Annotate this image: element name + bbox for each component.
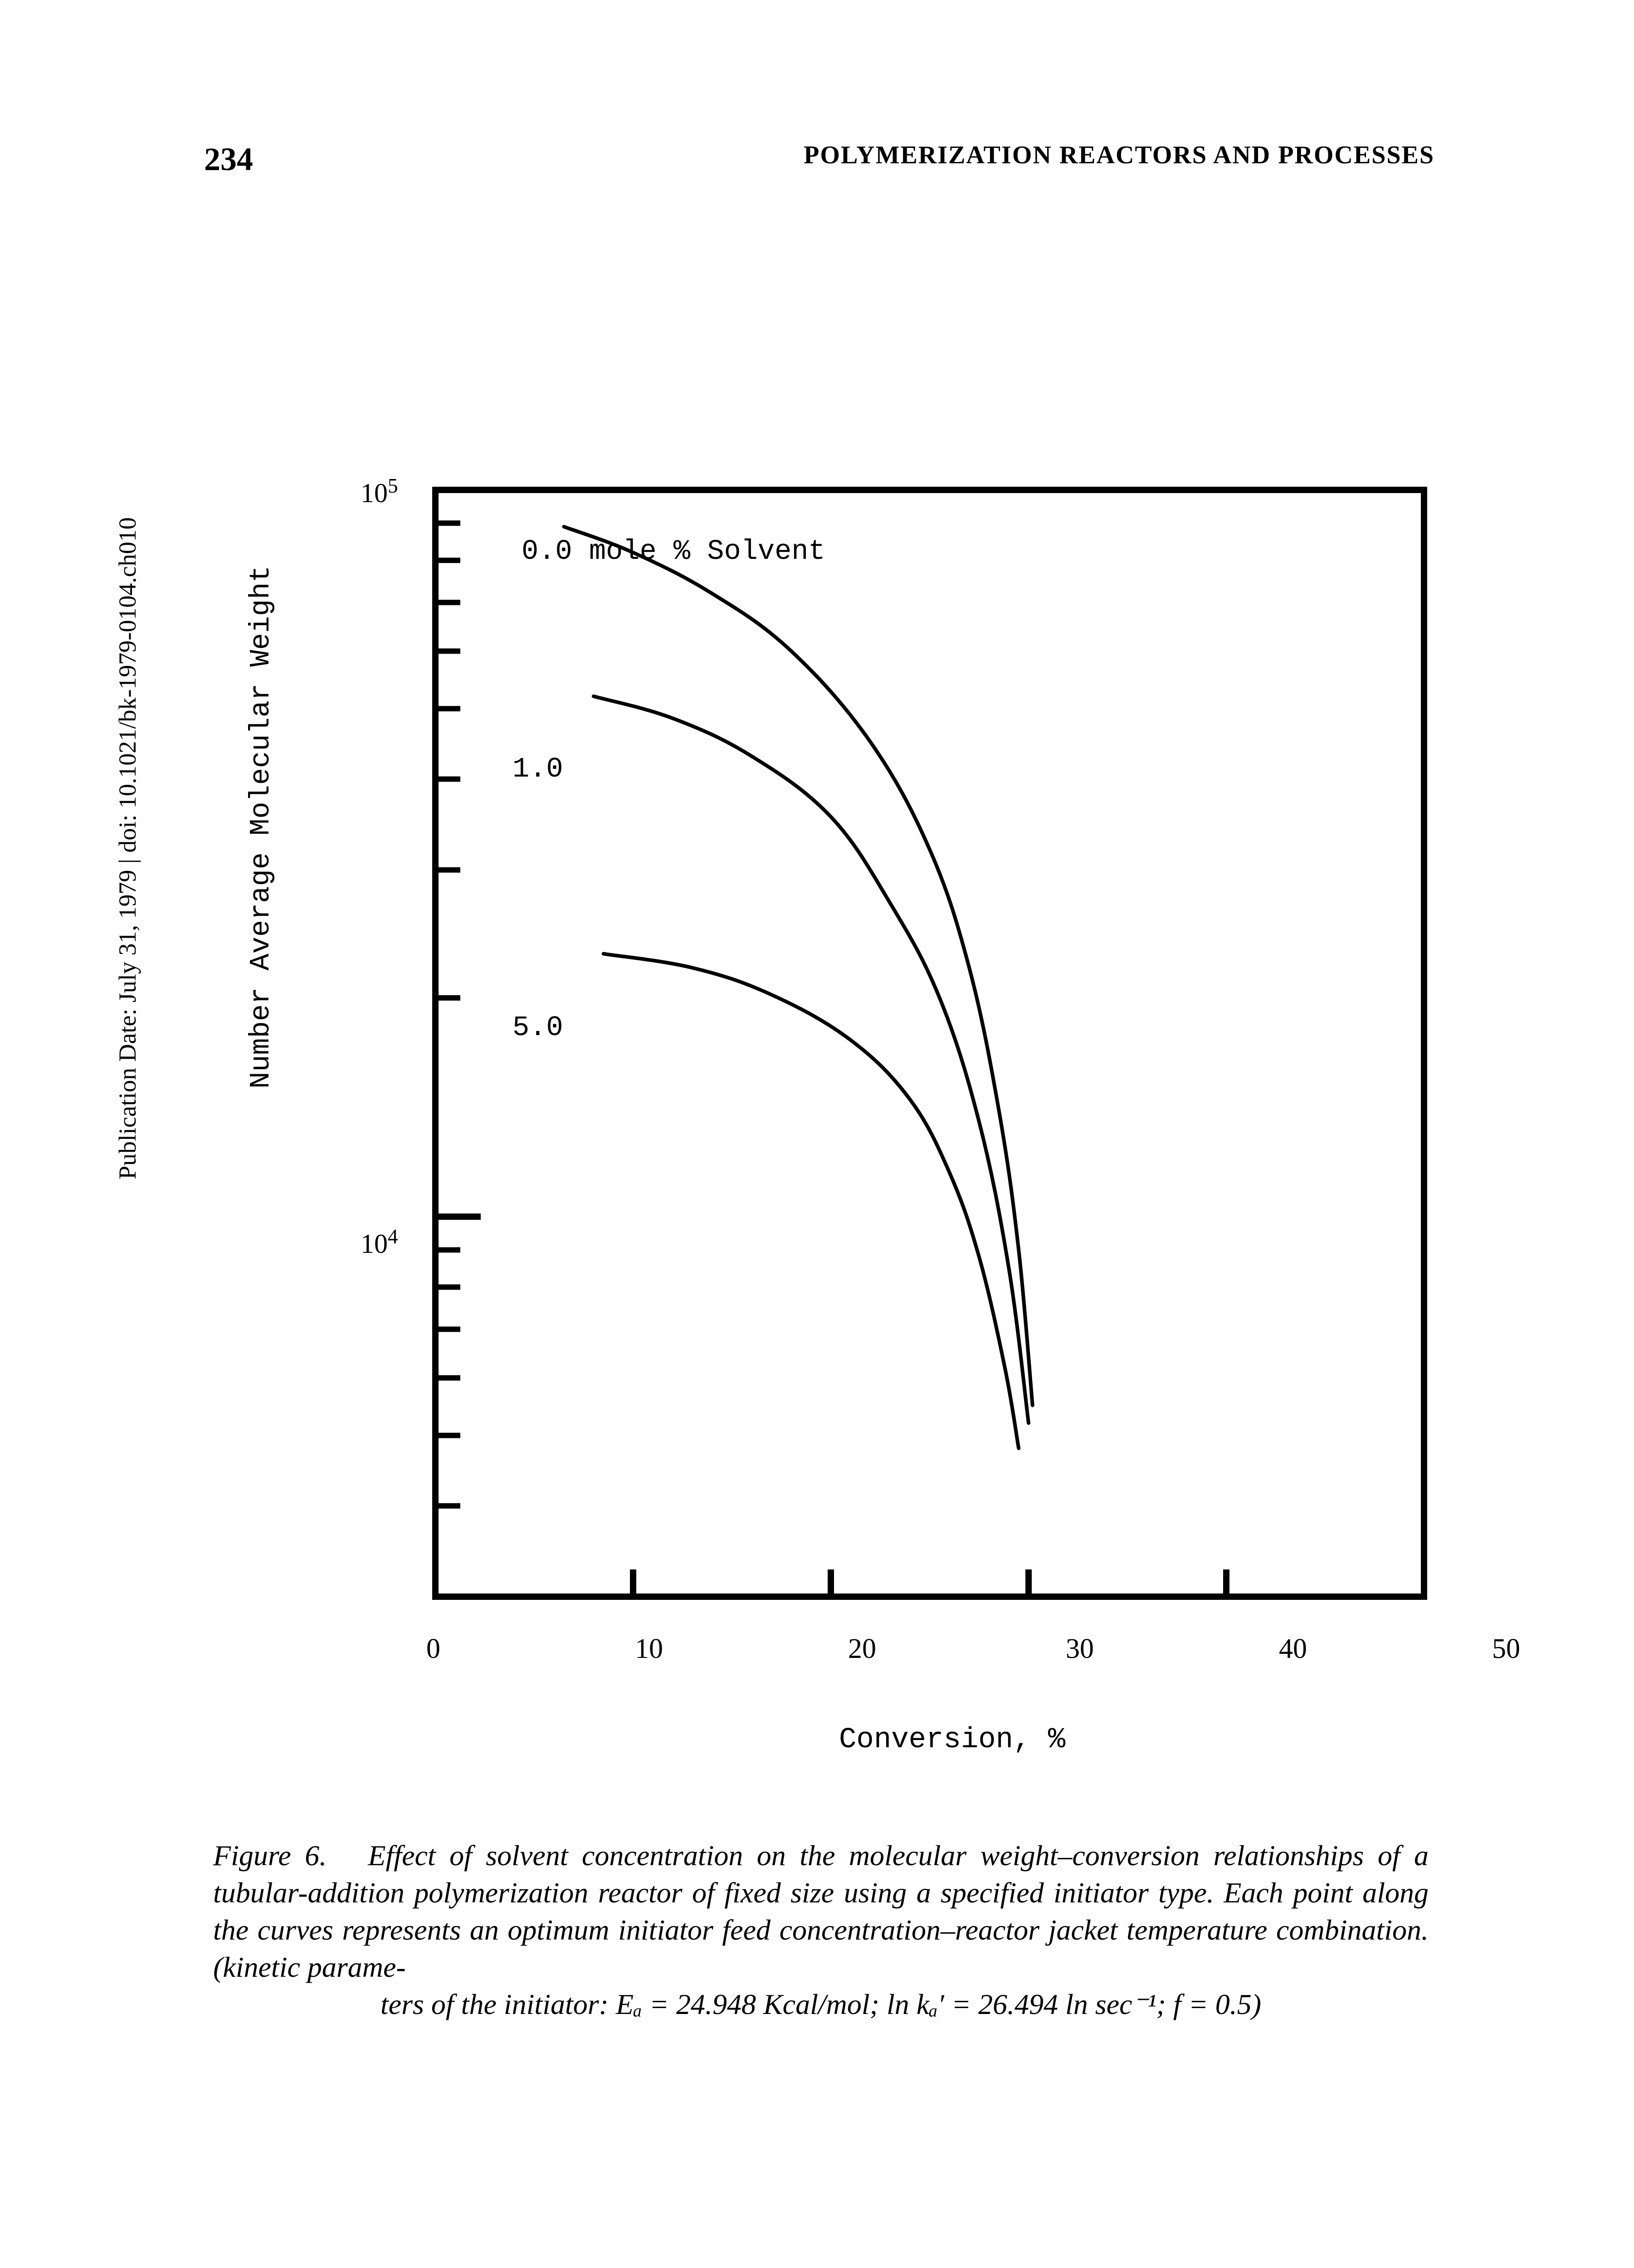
- x-tick-50: 50: [1492, 1633, 1520, 1665]
- figure-label: Figure 6.: [213, 1839, 327, 1872]
- chart-area: [345, 476, 1433, 1656]
- caption-last-line: ters of the initiator: Eₐ = 24.948 Kcal/…: [213, 1986, 1429, 2023]
- caption-body: Effect of solvent concentration on the m…: [213, 1839, 1429, 1983]
- chart-svg: [345, 476, 1433, 1656]
- publication-sidebar: Publication Date: July 31, 1979 | doi: 1…: [113, 517, 141, 1179]
- x-axis-label: Conversion, %: [839, 1724, 1065, 1756]
- running-header: POLYMERIZATION REACTORS AND PROCESSES: [804, 141, 1434, 170]
- figure-caption: Figure 6. Effect of solvent concentratio…: [213, 1837, 1429, 2023]
- y-axis-label: Number Average Molecular Weight: [245, 566, 277, 1089]
- page-number: 234: [204, 141, 253, 178]
